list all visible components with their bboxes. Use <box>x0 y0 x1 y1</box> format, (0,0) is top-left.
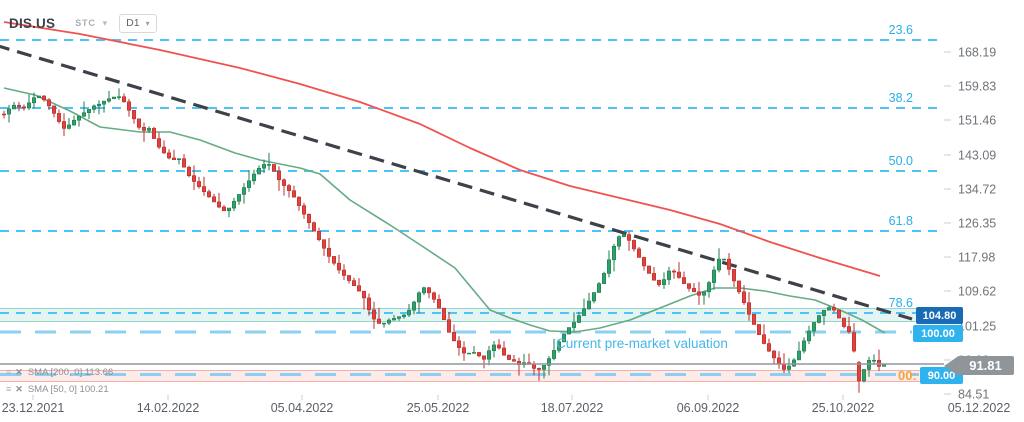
x-axis[interactable] <box>32 395 980 400</box>
y-tick-159.83: 159.83 <box>958 80 996 94</box>
candles-layer <box>1 88 886 393</box>
indicator-close-icon[interactable]: ✕ <box>15 367 23 377</box>
x-tick-25.05.2022: 25.05.2022 <box>406 401 470 415</box>
x-tick-06.09.2022: 06.09.2022 <box>676 401 740 415</box>
sma-layer <box>3 21 886 334</box>
chart-annotation: Current pre-market valuation <box>556 336 728 351</box>
y-tick-117.98: 117.98 <box>958 251 995 265</box>
chevron-down-icon: ▾ <box>145 18 150 28</box>
fib-label-61.8: 61.8 <box>889 214 913 228</box>
y-tick-143.09: 143.09 <box>958 149 996 163</box>
levels-layer <box>0 330 919 376</box>
fib-786-zone <box>0 308 916 322</box>
y-tick-101.25: 101.25 <box>958 320 996 334</box>
x-tick-23.12.2021: 23.12.2021 <box>1 401 65 415</box>
sma200-line <box>3 21 881 277</box>
timeframe-value: D1 <box>126 17 140 29</box>
x-tick-14.02.2022: 14.02.2022 <box>136 401 200 415</box>
legend-row-sma200: ≡ ✕ SMA [200, 0] 113.66 <box>6 367 113 378</box>
legend-row-sma50: ≡ ✕ SMA [50, 0] 100.21 <box>6 384 109 395</box>
fibonacci-layer: 23.6 38.2 50.0 61.8 78.6 <box>0 23 937 314</box>
fib-label-38.2: 38.2 <box>889 91 913 105</box>
fib-label-23.6: 23.6 <box>889 23 913 37</box>
x-tick-05.12.2022: 05.12.2022 <box>947 401 1011 415</box>
sma200-label: SMA [200, 0] 113.66 <box>27 367 114 378</box>
y-tick-151.46: 151.46 <box>958 114 996 128</box>
trendline <box>0 44 913 321</box>
x-tick-25.10.2022: 25.10.2022 <box>811 401 875 415</box>
symbol-label: DIS.US <box>9 15 56 31</box>
sma50-label: SMA [50, 0] 100.21 <box>27 384 109 395</box>
tag-arrow <box>944 356 957 375</box>
price-tag-104-80: 104.80 <box>916 307 963 324</box>
x-tick-05.04.2022: 05.04.2022 <box>270 401 334 415</box>
x-tick-18.07.2022: 18.07.2022 <box>540 401 604 415</box>
indicator-close-icon[interactable]: ✕ <box>15 384 23 394</box>
y-tick-109.62: 109.62 <box>958 285 996 299</box>
y-tick-168.19: 168.19 <box>958 46 996 60</box>
price-tag-100-00: 100.00 <box>913 325 963 342</box>
current-price-tag: 91.81 <box>944 356 1014 375</box>
indicator-menu-icon[interactable]: ≡ <box>6 367 12 377</box>
y-tick-84.51: 84.51 <box>958 388 989 402</box>
chevron-down-icon[interactable]: ▾ <box>102 17 108 28</box>
fib-label-78.6: 78.6 <box>889 296 913 310</box>
y-axis[interactable]: 168.19 159.83 151.46 143.09 126.35 134.72 117.… <box>944 46 996 402</box>
indicator-menu-icon[interactable]: ≡ <box>6 384 12 394</box>
timeframe-dropdown[interactable]: D1 ▾ <box>119 13 157 33</box>
y-tick-134.72: 134.72 <box>958 183 996 197</box>
y-tick-126.35: 126.35 <box>958 217 996 231</box>
exchange-label[interactable]: STC <box>75 18 96 28</box>
chart-header: DIS.US STC ▾ D1 ▾ <box>9 13 157 33</box>
trendline-layer <box>0 44 913 321</box>
fib-label-50.0: 50.0 <box>889 154 913 168</box>
sma50-line <box>3 87 886 334</box>
alert-time-fragment: 00: <box>898 368 917 383</box>
